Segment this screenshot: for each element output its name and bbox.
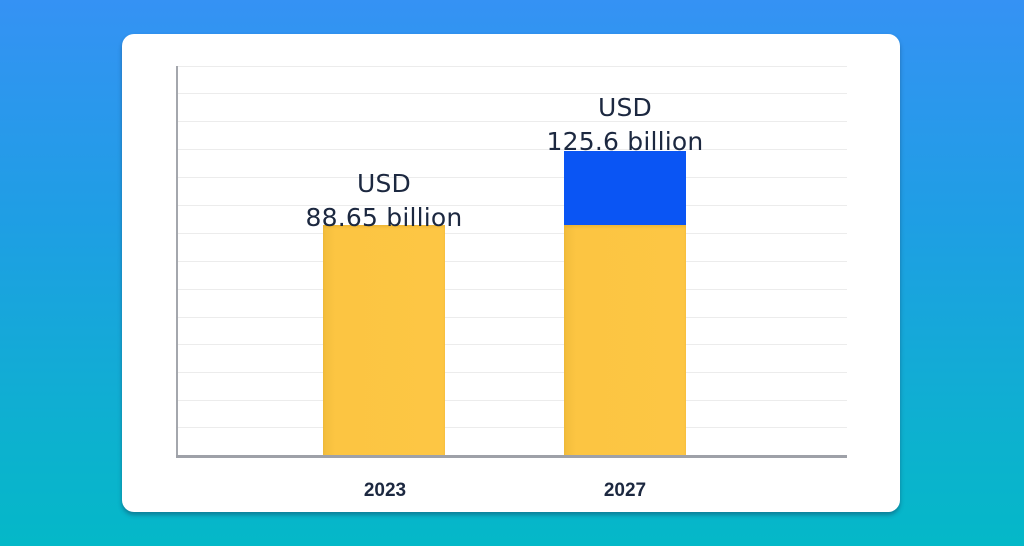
gridline	[176, 261, 847, 262]
value-label-2023: USD 88.65 billion	[264, 167, 504, 235]
value-label-2027: USD 125.6 billion	[505, 91, 745, 159]
gridline	[176, 400, 847, 401]
bar-2027	[564, 151, 686, 456]
chart-card: USD 88.65 billion USD 125.6 billion 2023…	[122, 34, 900, 512]
gridline	[176, 66, 847, 67]
gridline	[176, 93, 847, 94]
gridline	[176, 121, 847, 122]
gridline	[176, 205, 847, 206]
plot-area: USD 88.65 billion USD 125.6 billion	[176, 66, 847, 458]
value-text: 88.65 billion	[305, 203, 463, 232]
gridline	[176, 427, 847, 428]
gridline	[176, 233, 847, 234]
bar-segment-growth	[564, 151, 686, 225]
bar-2023	[323, 225, 445, 456]
bar-segment-base	[323, 225, 445, 456]
gridline	[176, 344, 847, 345]
gridline	[176, 149, 847, 150]
gridline	[176, 289, 847, 290]
gridline	[176, 177, 847, 178]
x-tick-label-2027: 2027	[603, 480, 647, 501]
x-tick-label-2023: 2023	[363, 480, 407, 501]
x-axis	[176, 455, 847, 458]
gridline	[176, 372, 847, 373]
bar-segment-base	[564, 225, 686, 456]
gridline	[176, 317, 847, 318]
currency-label: USD	[356, 169, 412, 198]
y-axis	[176, 66, 178, 457]
currency-label: USD	[597, 93, 653, 122]
value-text: 125.6 billion	[546, 127, 704, 156]
